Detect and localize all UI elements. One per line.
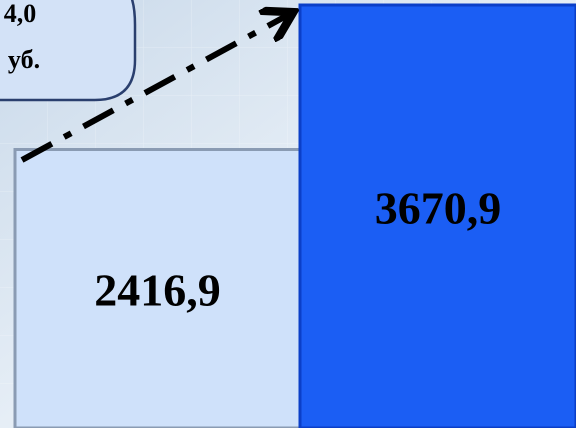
bar xyxy=(13,147,302,428)
bar xyxy=(298,3,576,428)
callout-text: 4,0 xyxy=(4,0,37,28)
callout-text: уб. xyxy=(8,45,40,74)
data-label: 2416,9 xyxy=(94,265,221,316)
data-label: 3670,9 xyxy=(375,183,502,234)
callout-bubble xyxy=(0,0,137,102)
growth-arrow xyxy=(20,15,288,163)
bars: 2416,9 3670,9 xyxy=(13,3,576,428)
